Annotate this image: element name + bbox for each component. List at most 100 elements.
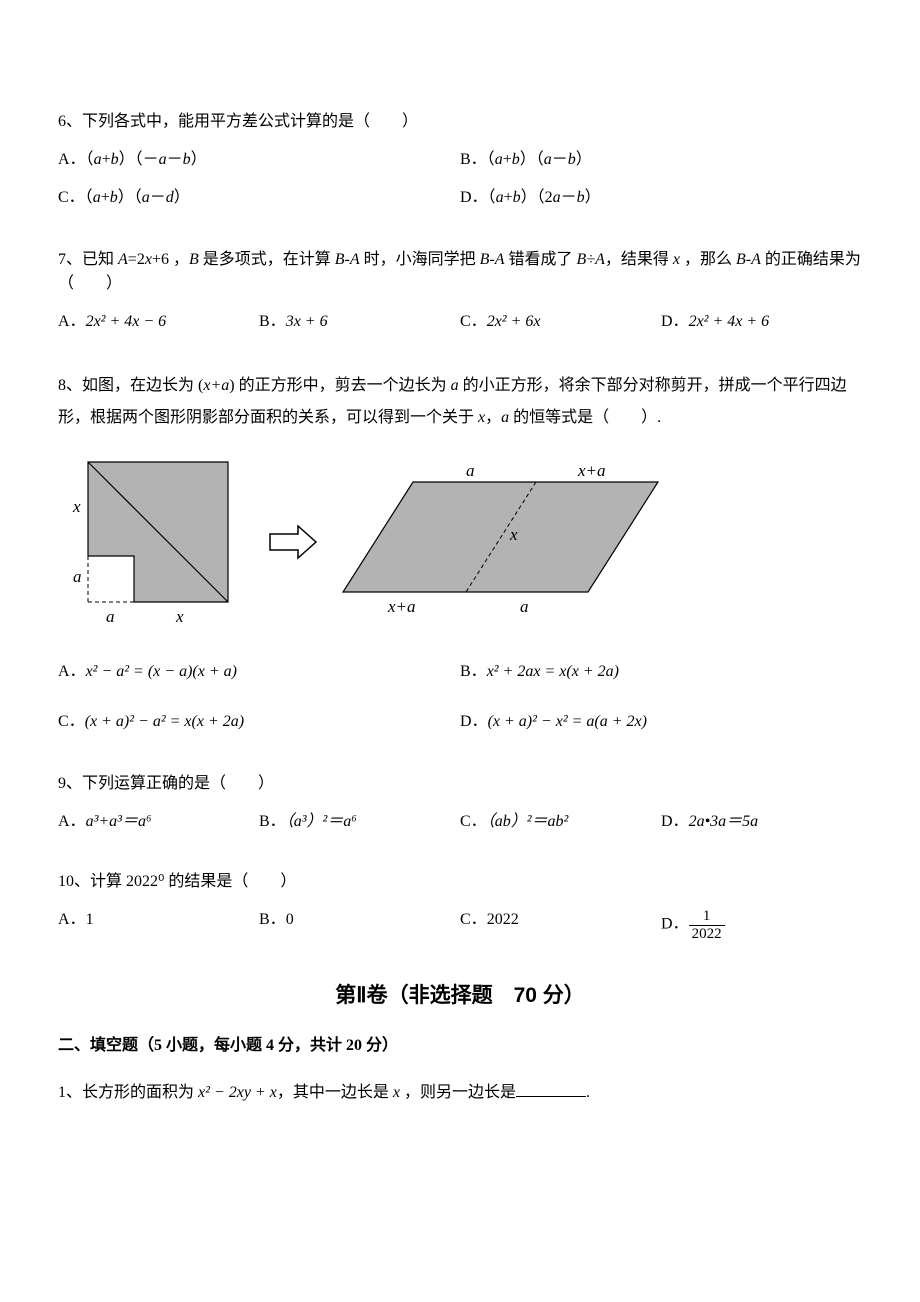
q6-opt-b: B．（a+b）（a－b） <box>460 148 862 172</box>
var-a: a <box>553 189 561 206</box>
q9-opt-d: D．2a•3a＝5a <box>661 810 862 834</box>
q9-stem: 9、下列运算正确的是（ ） <box>58 772 862 796</box>
q8-opt-b: B．x² + 2ax = x(x + 2a) <box>460 660 862 684</box>
label: A． <box>58 313 86 330</box>
q10-opt-c: C．2022 <box>460 908 661 942</box>
label: A． <box>58 911 86 928</box>
q8-stem: 8、如图，在边长为 (x+a) 的正方形中，剪去一个边长为 a 的小正方形，将余… <box>58 370 862 434</box>
t: ) 的正方形中，剪去一个边长为 <box>229 377 450 394</box>
label: C． <box>460 911 487 928</box>
var-b: b <box>568 151 576 168</box>
val: 2022 <box>487 911 519 928</box>
denominator: 2022 <box>689 926 725 943</box>
t: 时，小海同学把 <box>360 251 480 268</box>
minus: － <box>150 189 166 206</box>
var-d: d <box>166 189 174 206</box>
label: B． <box>259 813 286 830</box>
t: =2 <box>128 251 145 268</box>
var-b: b <box>110 189 118 206</box>
text: ） <box>191 151 207 168</box>
var-x: x <box>145 251 152 268</box>
fill-question-1: 1、长方形的面积为 x² − 2xy + x，其中一边长是 x ，则另一边长是. <box>58 1080 862 1105</box>
t: ，那么 <box>680 251 736 268</box>
q6-opt-d: D．（a+b）（2a－b） <box>460 186 862 210</box>
fraction: 12022 <box>689 908 725 942</box>
label: C． <box>58 713 85 730</box>
t: ，其中一边长是 <box>277 1084 393 1101</box>
lbl-a: a <box>73 567 82 586</box>
q7-opt-a: A．2x² + 4x − 6 <box>58 310 259 334</box>
label: D． <box>661 313 689 330</box>
lbl-a: a <box>520 597 529 616</box>
q9-opt-c: C．（ab）²＝ab² <box>460 810 661 834</box>
q6-opt-c: C．（a+b）（a－d） <box>58 186 460 210</box>
var-a: a <box>93 189 101 206</box>
q7-opt-b: B．3x + 6 <box>259 310 460 334</box>
t: +6 ， <box>152 251 189 268</box>
text: B．（ <box>460 151 495 168</box>
t: ，结果得 <box>605 251 673 268</box>
lbl-a: a <box>466 462 475 480</box>
label: C． <box>460 313 487 330</box>
q10-options: A．1 B．0 C．2022 D．12022 <box>58 908 862 954</box>
text: A．（ <box>58 151 94 168</box>
expr: x² + 2ax = x(x + 2a) <box>487 663 619 680</box>
expr: B-A <box>335 251 360 268</box>
lbl-x: x <box>509 525 518 544</box>
var-b: b <box>512 151 520 168</box>
section-2-title: 第Ⅱ卷（非选择题 70 分） <box>58 980 862 1012</box>
var-x: x <box>673 251 680 268</box>
var-x: x <box>393 1084 400 1101</box>
expr: x² − 2xy + x <box>198 1084 277 1101</box>
expr: 2x² + 4x + 6 <box>689 313 770 330</box>
q9-opt-b: B．（a³）²＝a⁶ <box>259 810 460 834</box>
expr: (x + a)² − a² = x(x + 2a) <box>85 713 244 730</box>
text: ）（2 <box>521 189 553 206</box>
expr: B-A <box>480 251 505 268</box>
var-a: a <box>501 409 509 426</box>
expr: 2a•3a＝5a <box>689 813 759 830</box>
label: B． <box>259 313 286 330</box>
expr: 2x² + 6x <box>487 313 541 330</box>
parallelogram-figure: a x+a x x+a a <box>338 462 668 622</box>
q9-opt-a: A．a³+a³＝a⁶ <box>58 810 259 834</box>
t: 1、长方形的面积为 <box>58 1084 198 1101</box>
lbl-a: a <box>106 607 115 626</box>
text: ） <box>576 151 592 168</box>
text: C．（ <box>58 189 93 206</box>
label: D． <box>460 713 488 730</box>
var-A: A <box>118 251 128 268</box>
numerator: 1 <box>689 908 725 926</box>
expr: 3x + 6 <box>286 313 328 330</box>
t: 8、如图，在边长为 ( <box>58 377 203 394</box>
minus: － <box>561 189 577 206</box>
minus: － <box>552 151 568 168</box>
lbl-xa: x+a <box>577 462 606 480</box>
lbl-xa: x+a <box>387 597 416 616</box>
lbl-x: x <box>175 607 184 626</box>
label: A． <box>58 663 86 680</box>
q10-opt-b: B．0 <box>259 908 460 942</box>
text: ） <box>174 189 190 206</box>
square-cutout-figure: x a a x <box>58 452 248 632</box>
var-a: a <box>94 151 102 168</box>
arrow-icon <box>268 522 318 562</box>
q8-opt-c: C．(x + a)² − a² = x(x + 2a) <box>58 710 460 734</box>
t: 是多项式，在计算 <box>199 251 335 268</box>
q7-stem: 7、已知 A=2x+6 ，B 是多项式，在计算 B-A 时，小海同学把 B-A … <box>58 248 862 296</box>
t: ，则另一边长是 <box>400 1084 516 1101</box>
label: C． <box>460 813 487 830</box>
label: A． <box>58 813 86 830</box>
label: D． <box>661 916 689 933</box>
q10-stem: 10、计算 2022⁰ 的结果是（ ） <box>58 870 862 894</box>
var-a: a <box>544 151 552 168</box>
expr: （a³）²＝a⁶ <box>286 813 357 830</box>
var-b: b <box>513 189 521 206</box>
text: ）（－ <box>119 151 159 168</box>
answer-blank[interactable] <box>516 1080 586 1097</box>
expr: B÷A <box>577 251 605 268</box>
q9-options: A．a³+a³＝a⁶ B．（a³）²＝a⁶ C．（ab）²＝ab² D．2a•3… <box>58 810 862 846</box>
var-b: b <box>111 151 119 168</box>
q6-options: A．（a+b）（－a－b） B．（a+b）（a－b） C．（a+b）（a－d） … <box>58 148 862 224</box>
expr: (x + a)² − x² = a(a + 2x) <box>488 713 647 730</box>
